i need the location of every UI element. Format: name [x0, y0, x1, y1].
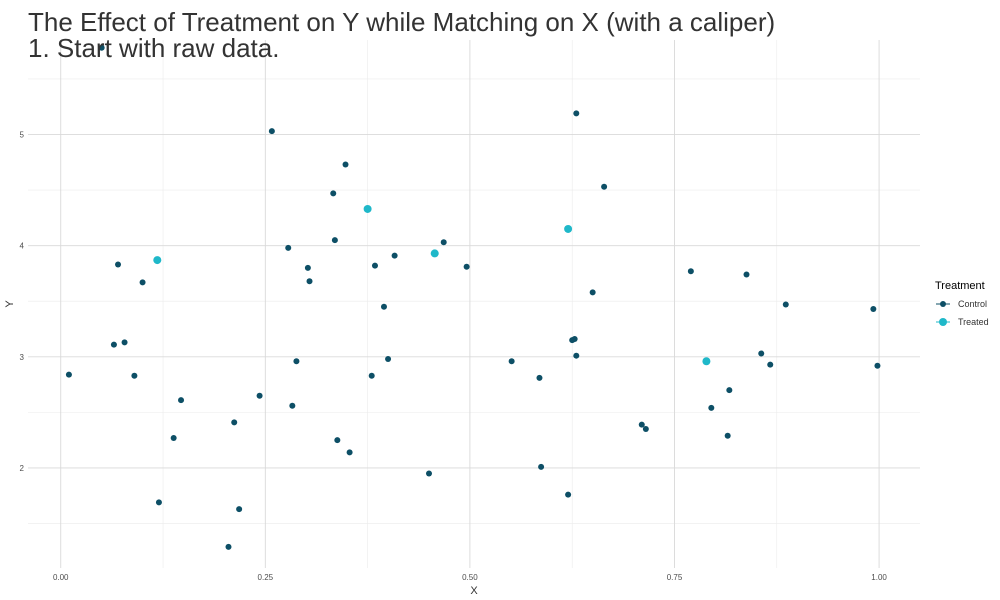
data-point-control — [874, 362, 881, 369]
x-tick-label: 0.50 — [462, 573, 478, 582]
legend-label-treated: Treated — [958, 317, 989, 327]
data-point-control — [601, 183, 608, 190]
x-tick-label: 0.00 — [53, 573, 69, 582]
data-point-control — [155, 499, 162, 506]
x-tick-label: 0.25 — [258, 573, 274, 582]
data-point-control — [236, 506, 243, 513]
data-point-control — [121, 339, 128, 346]
y-axis-title: Y — [4, 300, 16, 308]
data-points — [65, 44, 881, 550]
legend-key-dot-control — [940, 301, 946, 307]
data-point-control — [508, 358, 515, 365]
data-point-control — [758, 350, 765, 357]
x-tick-label: 0.75 — [667, 573, 683, 582]
major-gridlines — [28, 40, 920, 568]
plot-panel — [28, 40, 920, 568]
data-point-control — [110, 341, 117, 348]
data-point-treated — [564, 224, 573, 233]
data-point-control — [115, 261, 122, 268]
data-point-control — [724, 432, 731, 439]
y-tick-label: 3 — [20, 353, 25, 362]
data-point-control — [767, 361, 774, 368]
data-point-control — [65, 371, 72, 378]
chart-title-line-1: The Effect of Treatment on Y while Match… — [28, 7, 775, 37]
data-point-control — [573, 352, 580, 359]
data-point-control — [589, 289, 596, 296]
x-tick-label: 1.00 — [871, 573, 887, 582]
data-point-control — [573, 110, 580, 117]
data-point-control — [425, 470, 432, 477]
data-point-control — [371, 262, 378, 269]
data-point-control — [346, 449, 353, 456]
data-point-treated — [153, 256, 162, 265]
legend-item-control: Control — [936, 299, 987, 309]
legend-key-dot-treated — [939, 318, 947, 326]
data-point-control — [565, 491, 572, 498]
data-point-control — [726, 387, 733, 394]
data-point-control — [571, 336, 578, 343]
minor-gridlines — [28, 40, 920, 568]
data-point-treated — [363, 204, 372, 213]
data-point-control — [170, 434, 177, 441]
data-point-control — [139, 279, 146, 286]
data-point-treated — [430, 249, 439, 258]
data-point-control — [293, 358, 300, 365]
data-point-control — [289, 402, 296, 409]
data-point-control — [687, 268, 694, 275]
y-axis-ticks: 2 3 4 5 — [20, 130, 25, 472]
data-point-control — [285, 244, 292, 251]
legend-label-control: Control — [958, 299, 987, 309]
data-point-control — [225, 543, 232, 550]
data-point-control — [380, 303, 387, 310]
y-tick-label: 2 — [20, 464, 25, 473]
data-point-control — [385, 356, 392, 363]
data-point-control — [708, 404, 715, 411]
data-point-control — [231, 419, 238, 426]
data-point-control — [98, 44, 105, 51]
y-tick-label: 4 — [20, 242, 25, 251]
legend-item-treated: Treated — [936, 317, 989, 327]
x-axis-title: X — [470, 585, 478, 597]
legend: Treatment Control Treated — [935, 280, 989, 327]
x-axis-ticks: 0.00 0.25 0.50 0.75 1.00 — [53, 573, 887, 582]
y-tick-label: 5 — [20, 130, 25, 139]
data-point-control — [743, 271, 750, 278]
data-point-control — [463, 263, 470, 270]
data-point-control — [334, 437, 341, 444]
data-point-control — [440, 239, 447, 246]
legend-title: Treatment — [935, 280, 985, 292]
data-point-control — [178, 397, 185, 404]
data-point-control — [306, 278, 313, 285]
data-point-control — [304, 264, 311, 271]
data-point-control — [782, 301, 789, 308]
data-point-control — [368, 372, 375, 379]
data-point-treated — [702, 357, 711, 366]
chart-title-line-2: 1. Start with raw data. — [28, 33, 279, 63]
data-point-control — [538, 463, 545, 470]
data-point-control — [638, 421, 645, 428]
data-point-control — [870, 306, 877, 313]
data-point-control — [342, 161, 349, 168]
data-point-control — [642, 426, 649, 433]
data-point-control — [268, 128, 275, 135]
data-point-control — [536, 374, 543, 381]
data-point-control — [256, 392, 263, 399]
data-point-control — [391, 252, 398, 259]
data-point-control — [331, 237, 338, 244]
data-point-control — [131, 372, 138, 379]
data-point-control — [330, 190, 337, 197]
